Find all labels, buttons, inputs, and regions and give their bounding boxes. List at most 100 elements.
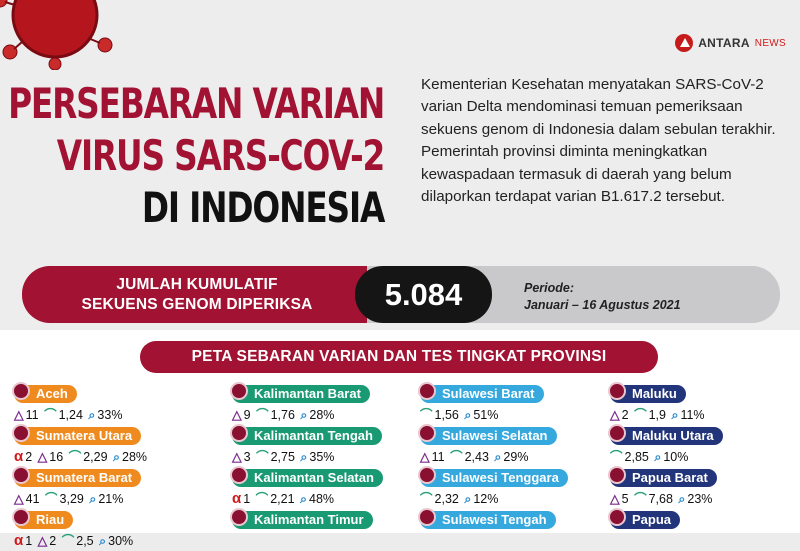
province-name: Riau (12, 508, 74, 529)
province-name-text: Papua (632, 512, 672, 527)
alpha-count: 1 (243, 492, 254, 506)
gauge-icon: ⌒ (256, 408, 269, 422)
alpha-count: 1 (25, 534, 36, 548)
location-pin-icon (12, 466, 30, 484)
test-percentage: 11% (680, 408, 705, 422)
province-name: Sumatera Barat (12, 466, 142, 487)
province-card: Kalimantan Tengah △ 3 ⌒ 2,75 ⌕ 35% (230, 424, 382, 467)
magnifier-icon: ⌕ (300, 408, 308, 422)
magnifier-icon: ⌕ (300, 450, 308, 464)
magnifier-icon: ⌕ (494, 450, 502, 464)
title-line-2: VIRUS SARS-COV-2 (56, 131, 386, 180)
gauge-value: 7,68 (648, 492, 677, 506)
gauge-value: 1,56 (434, 408, 463, 422)
province-card: Sulawesi Barat ⌒ 1,56 ⌕ 51% (418, 382, 544, 425)
summary-bar: JUMLAH KUMULATIF SEKUENS GENOM DIPERIKSA… (22, 266, 780, 323)
province-card: Sumatera Barat △ 41 ⌒ 3,29 ⌕ 21% (12, 466, 142, 509)
test-percentage: 10% (663, 450, 689, 464)
province-name: Papua Barat (608, 466, 717, 487)
antara-news-logo[interactable]: ANTARA NEWS (675, 34, 786, 52)
location-pin-icon (418, 508, 436, 526)
province-name-text: Sulawesi Barat (442, 386, 535, 401)
province-card: Papua (608, 508, 681, 551)
alpha-variant-icon: α (14, 448, 24, 465)
gauge-value: 1,9 (648, 408, 670, 422)
gauge-icon: ⌒ (634, 408, 647, 422)
delta-variant-icon: △ (37, 534, 48, 548)
province-name-text: Riau (36, 512, 65, 527)
province-name: Maluku Utara (608, 424, 723, 445)
gauge-value: 2,32 (434, 492, 463, 506)
page-title: PERSEBARAN VARIAN VIRUS SARS-COV-2 DI IN… (8, 78, 386, 234)
location-pin-icon (608, 424, 626, 442)
delta-count: 11 (431, 450, 449, 464)
gauge-icon: ⌒ (610, 450, 623, 464)
gauge-icon: ⌒ (45, 492, 58, 506)
map-section-heading: PETA SEBARAN VARIAN DAN TES TINGKAT PROV… (140, 341, 658, 373)
province-stats: △ 5 ⌒ 7,68 ⌕ 23% (610, 491, 717, 507)
province-name-text: Kalimantan Selatan (254, 470, 374, 485)
gauge-value: 2,85 (624, 450, 653, 464)
summary-label-line-2: SEKUENS GENOM DIPERIKSA (81, 296, 313, 313)
brand-suffix: NEWS (754, 37, 786, 49)
alpha-variant-icon: α (14, 532, 24, 549)
delta-variant-icon: △ (232, 408, 242, 422)
delta-variant-icon: △ (420, 450, 430, 464)
delta-count: 16 (49, 450, 67, 464)
summary-label-line-1: JUMLAH KUMULATIF (116, 276, 278, 293)
test-percentage: 23% (687, 492, 713, 506)
test-percentage: 30% (108, 534, 134, 548)
province-stats: △ 11 ⌒ 1,24 ⌕ 33% (14, 407, 124, 423)
gauge-icon: ⌒ (44, 408, 57, 422)
magnifier-icon: ⌕ (300, 492, 308, 506)
delta-count: 2 (49, 534, 60, 548)
location-pin-icon (230, 466, 248, 484)
province-card: Maluku Utara ⌒ 2,85 ⌕ 10% (608, 424, 723, 467)
test-percentage: 28% (309, 408, 335, 422)
location-pin-icon (230, 382, 248, 400)
province-card: Sulawesi Tengah (418, 508, 556, 551)
gauge-value: 1,24 (58, 408, 87, 422)
province-name-text: Maluku Utara (632, 428, 714, 443)
magnifier-icon: ⌕ (99, 534, 107, 548)
province-name: Sulawesi Barat (418, 382, 544, 403)
province-stats: ⌒ 2,85 ⌕ 10% (610, 449, 723, 465)
province-name-text: Papua Barat (632, 470, 708, 485)
location-pin-icon (230, 424, 248, 442)
gauge-value: 2,5 (76, 534, 98, 548)
province-stats: △ 2 ⌒ 1,9 ⌕ 11% (610, 407, 707, 423)
magnifier-icon: ⌕ (654, 450, 662, 464)
province-name-text: Kalimantan Timur (254, 512, 364, 527)
province-card: Kalimantan Barat △ 9 ⌒ 1,76 ⌕ 28% (230, 382, 370, 425)
gauge-icon: ⌒ (61, 534, 75, 548)
province-name-text: Maluku (632, 386, 677, 401)
gauge-icon: ⌒ (256, 450, 269, 464)
delta-count: 41 (25, 492, 44, 506)
province-name: Sulawesi Selatan (418, 424, 557, 445)
province-name: Sulawesi Tengah (418, 508, 556, 529)
province-card: Aceh △ 11 ⌒ 1,24 ⌕ 33% (12, 382, 124, 425)
province-stats: △ 3 ⌒ 2,75 ⌕ 35% (232, 449, 382, 465)
gauge-value: 2,21 (270, 492, 298, 506)
province-name-text: Aceh (36, 386, 68, 401)
delta-variant-icon: △ (37, 450, 48, 464)
province-name: Kalimantan Selatan (230, 466, 383, 487)
province-name-text: Sulawesi Tenggara (442, 470, 559, 485)
delta-variant-icon: △ (610, 492, 620, 506)
virus-illustration (0, 0, 113, 70)
province-name-text: Kalimantan Tengah (254, 428, 373, 443)
gauge-icon: ⌒ (68, 450, 82, 464)
brand-name: ANTARA (698, 36, 750, 50)
gauge-value: 3,29 (59, 492, 88, 506)
summary-label: JUMLAH KUMULATIF SEKUENS GENOM DIPERIKSA (42, 275, 352, 315)
delta-variant-icon: △ (14, 492, 24, 506)
summary-total-value: 5.084 (355, 266, 492, 323)
delta-variant-icon: △ (14, 408, 24, 422)
gauge-value: 2,29 (83, 450, 112, 464)
delta-count: 11 (25, 408, 43, 422)
province-stats: △ 9 ⌒ 1,76 ⌕ 28% (232, 407, 370, 423)
delta-count: 5 (621, 492, 633, 506)
title-line-3: DI INDONESIA (141, 183, 386, 232)
